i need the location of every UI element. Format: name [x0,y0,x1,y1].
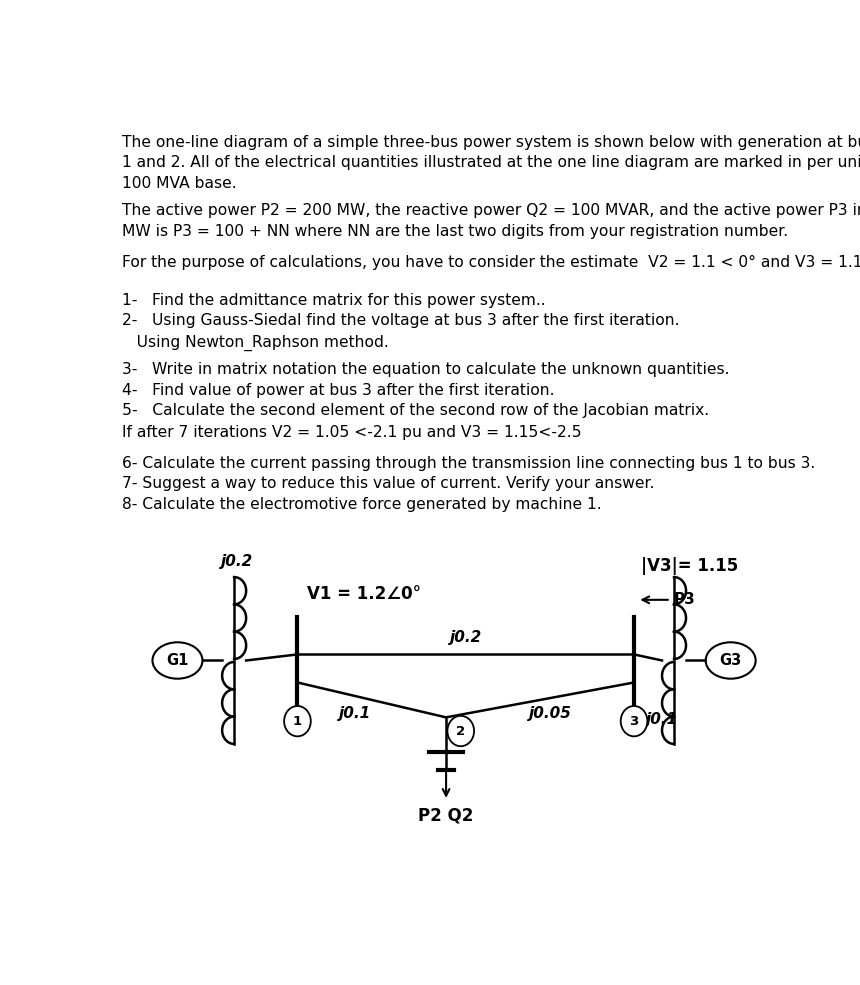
Text: Using Newton_Raphson method.: Using Newton_Raphson method. [122,335,389,352]
Text: G3: G3 [720,653,742,668]
Text: For the purpose of calculations, you have to consider the estimate  V2 = 1.1 < 0: For the purpose of calculations, you hav… [122,255,860,270]
Text: P2 Q2: P2 Q2 [419,806,474,824]
Text: j0.2: j0.2 [221,555,254,569]
Text: The one-line diagram of a simple three-bus power system is shown below with gene: The one-line diagram of a simple three-b… [122,135,860,191]
Text: 1-   Find the admittance matrix for this power system..
2-   Using Gauss-Siedal : 1- Find the admittance matrix for this p… [122,293,679,328]
Text: P3: P3 [674,592,696,608]
Text: j0.05: j0.05 [529,706,572,721]
Text: |V3|= 1.15: |V3|= 1.15 [641,557,738,575]
Text: 2: 2 [456,725,465,738]
Circle shape [284,706,310,737]
Text: 3: 3 [630,715,639,728]
Text: G1: G1 [166,653,188,668]
Circle shape [621,706,648,737]
Text: j0.1: j0.1 [339,706,372,721]
Text: V1 = 1.2∠0°: V1 = 1.2∠0° [308,585,421,603]
Text: The active power P2 = 200 MW, the reactive power Q2 = 100 MVAR, and the active p: The active power P2 = 200 MW, the reacti… [122,203,860,238]
Text: 6- Calculate the current passing through the transmission line connecting bus 1 : 6- Calculate the current passing through… [122,456,815,511]
Circle shape [447,716,474,747]
Text: 1: 1 [293,715,302,728]
Text: If after 7 iterations V2 = 1.05 <-2.1 pu and V3 = 1.15<-2.5: If after 7 iterations V2 = 1.05 <-2.1 pu… [122,426,581,440]
Text: j0.1: j0.1 [646,712,679,727]
Text: j0.2: j0.2 [450,630,482,645]
Text: 3-   Write in matrix notation the equation to calculate the unknown quantities.
: 3- Write in matrix notation the equation… [122,362,729,419]
